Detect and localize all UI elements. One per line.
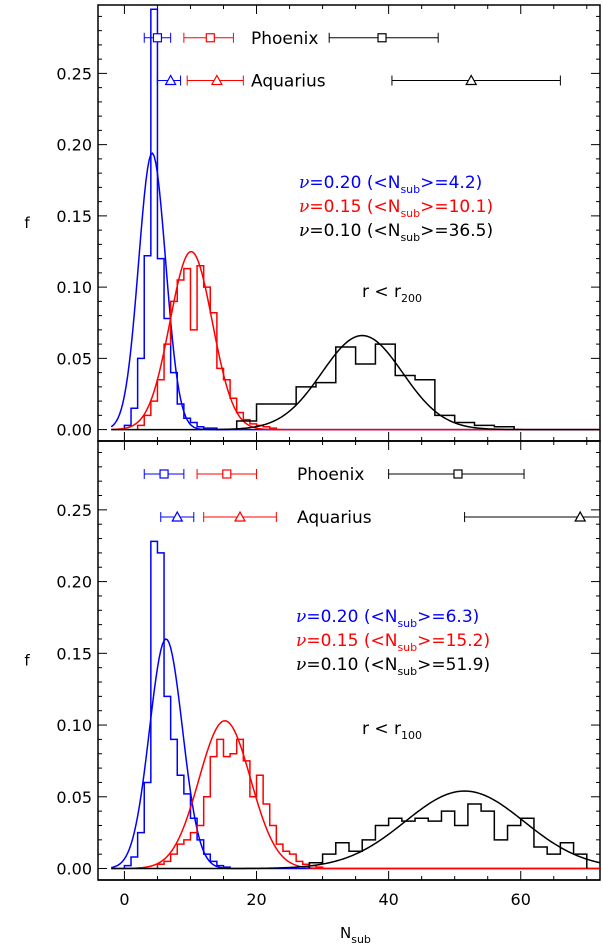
y-tick-label: 0.25 — [56, 501, 92, 520]
triangle-marker — [233, 510, 247, 522]
legend-sub: sub — [400, 231, 420, 244]
gaussian-fit-curve — [111, 790, 601, 870]
legend-sub: sub — [400, 183, 420, 196]
legend-text: >=36.5) — [420, 221, 493, 241]
x-axis-title-sub: sub — [351, 933, 371, 945]
histogram-series — [156, 738, 324, 869]
legend-text: >=51.9) — [417, 655, 490, 675]
gaussian-fit-curve — [110, 152, 600, 431]
legend-text: =0.15 (<N — [309, 197, 400, 217]
legend-sub: sub — [397, 665, 417, 678]
square-marker — [205, 33, 215, 43]
legend-sub: sub — [397, 641, 417, 654]
square-marker — [159, 469, 169, 479]
y-tick-label: 0.25 — [56, 64, 92, 83]
legend-text: >=15.2) — [417, 631, 490, 651]
histogram-series — [308, 803, 588, 869]
region-label-sub: 100 — [401, 729, 422, 742]
square-marker — [377, 33, 387, 43]
square-marker — [152, 33, 163, 43]
triangle-marker — [171, 510, 184, 522]
square-marker — [453, 469, 463, 479]
y-tick-label: 0.20 — [56, 136, 92, 155]
legend-text: =0.15 (<N — [306, 631, 397, 651]
y-tick-label: 0.00 — [56, 860, 92, 879]
reference-label: Aquarius — [251, 72, 326, 92]
region-label-text: r < r — [362, 719, 401, 739]
legend-text: >=6.3) — [417, 607, 479, 627]
region-label-text: r < r — [362, 282, 401, 302]
legend-text: =0.20 (<N — [306, 607, 397, 627]
y-tick-label: 0.10 — [56, 278, 92, 297]
y-tick-label: 0.15 — [56, 644, 92, 663]
x-tick-label: 20 — [246, 890, 266, 909]
y-tick-label: 0.05 — [56, 349, 92, 368]
legend-entry: ν=0.20 (<Nsub>=6.3) — [296, 607, 479, 630]
y-axis-title: f — [24, 214, 30, 232]
legend-text: =0.10 (<N — [309, 221, 400, 241]
nu-symbol: ν — [299, 197, 309, 217]
legend-entry: ν=0.15 (<Nsub>=10.1) — [299, 197, 493, 220]
y-tick-label: 0.10 — [56, 716, 92, 735]
reference-label: Phoenix — [251, 29, 318, 49]
nu-symbol: ν — [296, 631, 306, 651]
panel-top: 0.00 0.05 0.10 0.15 0.20 0.25 f Phoenix Aquarius… — [24, 4, 601, 442]
square-marker — [222, 469, 232, 479]
legend-sub: sub — [397, 617, 417, 630]
histogram-series — [136, 264, 283, 431]
reference-label: Aquarius — [297, 508, 372, 528]
legend-text: >=4.2) — [420, 173, 482, 193]
region-label-sub: 200 — [401, 292, 422, 305]
region-label: r < r200 — [362, 282, 422, 305]
panel-bottom: 0.00 0.05 0.10 0.15 0.20 0.25 0 20 40 60 f Nsub Phoe… — [24, 440, 601, 945]
region-label: r < r100 — [362, 719, 422, 742]
legend-entry: ν=0.20 (<Nsub>=4.2) — [299, 173, 482, 196]
legend-text: =0.20 (<N — [309, 173, 400, 193]
gaussian-fit-curve — [111, 720, 600, 870]
legend-entry: ν=0.10 (<Nsub>=51.9) — [296, 655, 490, 678]
y-tick-label: 0.05 — [56, 788, 92, 807]
legend-entry: ν=0.15 (<Nsub>=15.2) — [296, 631, 490, 654]
legend-text: >=10.1) — [420, 197, 493, 217]
nu-symbol: ν — [299, 173, 309, 193]
y-axis-title: f — [24, 652, 30, 670]
histogram-series — [235, 343, 515, 430]
x-tick-label: 60 — [511, 890, 531, 909]
triangle-marker — [574, 510, 587, 522]
histogram-series — [123, 8, 231, 431]
y-tick-label: 0.00 — [56, 421, 92, 440]
legend-sub: sub — [400, 207, 420, 220]
x-axis-title: Nsub — [340, 924, 371, 945]
x-tick-label: 40 — [378, 890, 398, 909]
nu-symbol: ν — [296, 655, 306, 675]
legend-text: =0.10 (<N — [306, 655, 397, 675]
triangle-marker — [465, 74, 478, 86]
reference-label: Phoenix — [297, 465, 364, 485]
gaussian-fit-curve — [111, 334, 600, 431]
y-tick-label: 0.20 — [56, 573, 92, 592]
y-tick-label: 0.15 — [56, 207, 92, 226]
nu-symbol: ν — [299, 221, 309, 241]
nu-symbol: ν — [296, 607, 306, 627]
histogram-series — [123, 540, 231, 869]
legend-entry: ν=0.10 (<Nsub>=36.5) — [299, 221, 493, 244]
x-axis-title-main: N — [340, 924, 351, 942]
triangle-marker — [210, 74, 223, 86]
x-tick-label: 0 — [119, 890, 129, 909]
triangle-marker — [164, 74, 177, 86]
